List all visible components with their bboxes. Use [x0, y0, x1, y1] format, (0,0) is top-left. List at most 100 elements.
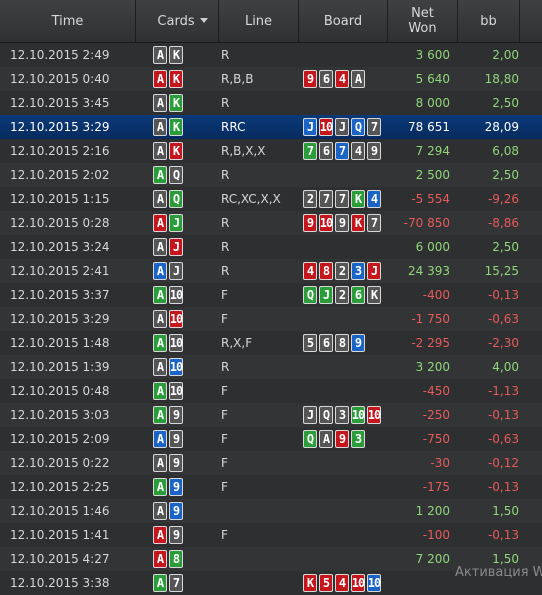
- time-cell: 12.10.2015 3:38: [10, 576, 110, 590]
- board-card: 3: [351, 430, 365, 448]
- board-card: J: [335, 118, 349, 136]
- line-cell: R: [221, 216, 230, 230]
- table-row[interactable]: 12.10.2015 2:16 A K R,B,X,X 7 6 7 4 9 7 294 6,08: [0, 139, 542, 163]
- board-card: 6: [319, 142, 333, 160]
- time-cell: 12.10.2015 3:29: [10, 120, 110, 134]
- line-cell: F: [221, 384, 228, 398]
- column-header-cards-label: Cards: [157, 13, 195, 29]
- table-row[interactable]: 12.10.2015 3:03 A 9 F J Q 3 10 10 -250 -0,13: [0, 403, 542, 427]
- table-row[interactable]: 12.10.2015 2:09 A 9 F Q A 9 3 -750 -0,63: [0, 427, 542, 451]
- bb-cell: -0,12: [487, 456, 519, 470]
- line-cell: R,B,X,X: [221, 144, 266, 158]
- bb-cell: 2,50: [492, 168, 519, 182]
- table-row[interactable]: 12.10.2015 2:41 A J R 4 8 2 3 J 24 393 15,25: [0, 259, 542, 283]
- table-row[interactable]: 12.10.2015 3:29 A 10 F -1 750 -0,63: [0, 307, 542, 331]
- board-card: 6: [319, 70, 333, 88]
- net-won-cell: -450: [422, 384, 450, 398]
- net-won-cell: 78 651: [408, 120, 450, 134]
- table-row[interactable]: 12.10.2015 2:25 A 9 F -175 -0,13: [0, 475, 542, 499]
- line-cell: R: [221, 96, 230, 110]
- hole-card: A: [153, 478, 167, 496]
- table-row[interactable]: 12.10.2015 2:02 A Q R 2 500 2,50: [0, 163, 542, 187]
- board-card: 2: [335, 262, 349, 280]
- time-cell: 12.10.2015 1:48: [10, 336, 110, 350]
- table-row[interactable]: 12.10.2015 3:24 A J R 6 000 2,50: [0, 235, 542, 259]
- column-header-net-won[interactable]: Net Won: [388, 0, 458, 42]
- table-row[interactable]: 12.10.2015 0:28 A J R 9 10 9 K 7 -70 850 -8,86: [0, 211, 542, 235]
- table-row[interactable]: 12.10.2015 0:48 A 10 F -450 -1,13: [0, 379, 542, 403]
- table-row[interactable]: 12.10.2015 0:40 A K R,B,B 9 6 4 A 5 640 18,80: [0, 67, 542, 91]
- sort-descending-icon[interactable]: [200, 18, 208, 23]
- column-header-won-label: Won: [408, 21, 437, 36]
- table-row[interactable]: 12.10.2015 1:41 A 9 F -100 -0,13: [0, 523, 542, 547]
- hole-card: A: [153, 358, 167, 376]
- net-won-cell: 6 000: [415, 240, 450, 254]
- net-won-cell: -750: [422, 432, 450, 446]
- time-cell: 12.10.2015 3:29: [10, 312, 110, 326]
- net-won-cell: -70 850: [403, 216, 450, 230]
- table-row[interactable]: 12.10.2015 1:15 A Q RC,XC,X,X 2 7 7 K 4 -5 554 -9,…: [0, 187, 542, 211]
- bb-cell: 1,50: [492, 552, 519, 566]
- table-row[interactable]: 12.10.2015 3:37 A 10 F Q J 2 6 K -400 -0,13: [0, 283, 542, 307]
- column-header-filler: [520, 0, 542, 42]
- hole-card: K: [169, 142, 183, 160]
- column-header-line-label: Line: [244, 13, 273, 29]
- line-cell: F: [221, 456, 228, 470]
- board-cell: J Q 3 10 10: [303, 403, 383, 427]
- bb-cell: 2,50: [492, 96, 519, 110]
- bb-cell: -0,13: [487, 528, 519, 542]
- time-cell: 12.10.2015 2:02: [10, 168, 110, 182]
- column-header-line[interactable]: Line: [219, 0, 299, 42]
- table-row[interactable]: 12.10.2015 4:27 A 8 7 200 1,50: [0, 547, 542, 571]
- table-row[interactable]: 12.10.2015 1:39 A 10 R 3 200 4,00: [0, 355, 542, 379]
- board-card: 3: [335, 406, 349, 424]
- board-card: 9: [367, 142, 381, 160]
- net-won-cell: 7 200: [415, 552, 450, 566]
- board-card: 9: [351, 334, 365, 352]
- table-row[interactable]: 12.10.2015 1:48 A 10 R,X,F 5 6 8 9 -2 295 -2,30: [0, 331, 542, 355]
- net-won-cell: 24 393: [408, 264, 450, 278]
- hole-card: K: [169, 118, 183, 136]
- column-header-time[interactable]: Time: [0, 0, 136, 42]
- line-cell: F: [221, 312, 228, 326]
- line-cell: F: [221, 528, 228, 542]
- line-cell: R: [221, 264, 230, 278]
- hole-card: 8: [169, 550, 183, 568]
- line-cell: R: [221, 168, 230, 182]
- bb-cell: 4,00: [492, 360, 519, 374]
- time-cell: 12.10.2015 3:03: [10, 408, 110, 422]
- table-row[interactable]: 12.10.2015 1:46 A 9 1 200 1,50: [0, 499, 542, 523]
- hole-card: K: [169, 46, 183, 64]
- line-cell: R: [221, 48, 230, 62]
- board-card: 9: [303, 70, 317, 88]
- hole-card: A: [153, 214, 167, 232]
- table-row[interactable]: 12.10.2015 3:29 A K RRC J 10 J Q 7 78 651 28,09: [0, 115, 542, 139]
- column-header-bb-label: bb: [480, 13, 497, 29]
- board-card: 8: [319, 262, 333, 280]
- board-card: Q: [303, 286, 317, 304]
- table-row[interactable]: 12.10.2015 3:45 A K R 8 000 2,50: [0, 91, 542, 115]
- board-card: 7: [335, 142, 349, 160]
- table-row[interactable]: 12.10.2015 2:49 A K R 3 600 2,00: [0, 43, 542, 67]
- board-card: 6: [351, 286, 365, 304]
- board-card: Q: [351, 118, 365, 136]
- hole-cards-cell: A 10: [153, 355, 185, 379]
- column-header-board[interactable]: Board: [299, 0, 388, 42]
- table-row[interactable]: 12.10.2015 0:22 A 9 F -30 -0,12: [0, 451, 542, 475]
- board-card: 6: [319, 334, 333, 352]
- board-card: K: [367, 286, 381, 304]
- bb-cell: -8,86: [487, 216, 519, 230]
- hole-card: K: [169, 70, 183, 88]
- column-header-bb[interactable]: bb: [458, 0, 520, 42]
- column-header-cards[interactable]: Cards: [148, 0, 219, 42]
- hole-card: 10: [169, 358, 183, 376]
